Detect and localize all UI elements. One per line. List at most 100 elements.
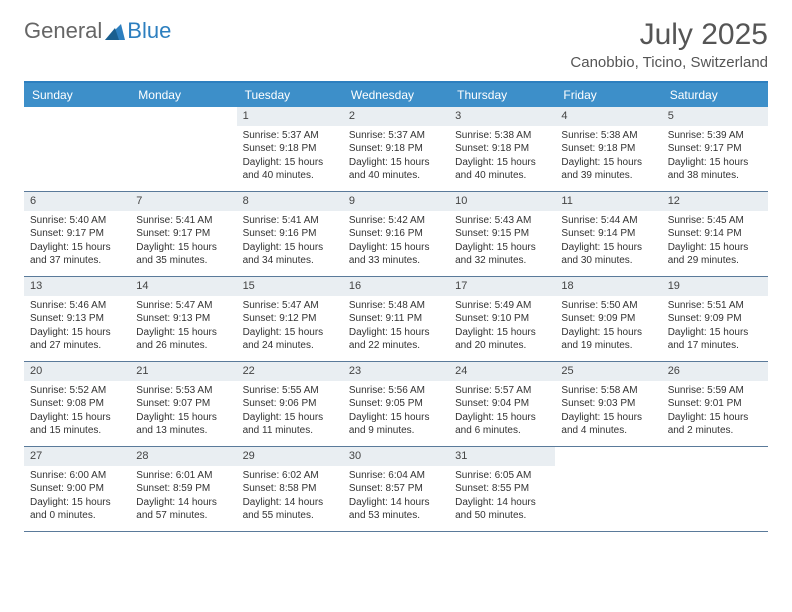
daylight-text: Daylight: 15 hours and 9 minutes.	[349, 411, 443, 438]
day-cell: 13Sunrise: 5:46 AMSunset: 9:13 PMDayligh…	[24, 277, 130, 361]
daylight-text: Daylight: 15 hours and 40 minutes.	[455, 156, 549, 183]
day-number: 1	[237, 107, 343, 126]
sunset-text: Sunset: 9:16 PM	[349, 227, 443, 241]
day-cell: 26Sunrise: 5:59 AMSunset: 9:01 PMDayligh…	[662, 362, 768, 446]
sunset-text: Sunset: 8:59 PM	[136, 482, 230, 496]
sunset-text: Sunset: 9:18 PM	[243, 142, 337, 156]
daylight-text: Daylight: 15 hours and 6 minutes.	[455, 411, 549, 438]
day-cell: 4Sunrise: 5:38 AMSunset: 9:18 PMDaylight…	[555, 107, 661, 191]
day-cell: 7Sunrise: 5:41 AMSunset: 9:17 PMDaylight…	[130, 192, 236, 276]
day-number: 19	[662, 277, 768, 296]
daylight-text: Daylight: 15 hours and 26 minutes.	[136, 326, 230, 353]
weeks-container: 1Sunrise: 5:37 AMSunset: 9:18 PMDaylight…	[24, 107, 768, 532]
sunset-text: Sunset: 9:16 PM	[243, 227, 337, 241]
sunset-text: Sunset: 9:09 PM	[561, 312, 655, 326]
sunrise-text: Sunrise: 5:38 AM	[561, 129, 655, 143]
day-cell: 1Sunrise: 5:37 AMSunset: 9:18 PMDaylight…	[237, 107, 343, 191]
header: General Blue July 2025 Canobbio, Ticino,…	[24, 18, 768, 75]
calendar: Sunday Monday Tuesday Wednesday Thursday…	[24, 81, 768, 532]
day-number: 3	[449, 107, 555, 126]
day-number: 16	[343, 277, 449, 296]
daylight-text: Daylight: 14 hours and 53 minutes.	[349, 496, 443, 523]
sunrise-text: Sunrise: 5:46 AM	[30, 299, 124, 313]
day-number: 29	[237, 447, 343, 466]
day-cell: 19Sunrise: 5:51 AMSunset: 9:09 PMDayligh…	[662, 277, 768, 361]
day-number: 25	[555, 362, 661, 381]
weekday-header: Sunday	[24, 83, 130, 107]
day-number: 31	[449, 447, 555, 466]
daylight-text: Daylight: 15 hours and 4 minutes.	[561, 411, 655, 438]
sunrise-text: Sunrise: 6:02 AM	[243, 469, 337, 483]
sunset-text: Sunset: 9:18 PM	[455, 142, 549, 156]
sunset-text: Sunset: 9:10 PM	[455, 312, 549, 326]
sunset-text: Sunset: 9:06 PM	[243, 397, 337, 411]
day-number: 21	[130, 362, 236, 381]
day-cell: 31Sunrise: 6:05 AMSunset: 8:55 PMDayligh…	[449, 447, 555, 531]
sunrise-text: Sunrise: 5:40 AM	[30, 214, 124, 228]
sunrise-text: Sunrise: 5:57 AM	[455, 384, 549, 398]
daylight-text: Daylight: 15 hours and 13 minutes.	[136, 411, 230, 438]
daylight-text: Daylight: 15 hours and 2 minutes.	[668, 411, 762, 438]
sunset-text: Sunset: 9:09 PM	[668, 312, 762, 326]
day-cell: 21Sunrise: 5:53 AMSunset: 9:07 PMDayligh…	[130, 362, 236, 446]
weekday-header: Tuesday	[237, 83, 343, 107]
sunrise-text: Sunrise: 5:37 AM	[243, 129, 337, 143]
day-cell: 28Sunrise: 6:01 AMSunset: 8:59 PMDayligh…	[130, 447, 236, 531]
day-number: 17	[449, 277, 555, 296]
daylight-text: Daylight: 15 hours and 34 minutes.	[243, 241, 337, 268]
daylight-text: Daylight: 15 hours and 22 minutes.	[349, 326, 443, 353]
daylight-text: Daylight: 15 hours and 35 minutes.	[136, 241, 230, 268]
sunset-text: Sunset: 9:17 PM	[136, 227, 230, 241]
day-cell: 11Sunrise: 5:44 AMSunset: 9:14 PMDayligh…	[555, 192, 661, 276]
sunrise-text: Sunrise: 5:47 AM	[136, 299, 230, 313]
week-row: 20Sunrise: 5:52 AMSunset: 9:08 PMDayligh…	[24, 362, 768, 447]
daylight-text: Daylight: 15 hours and 30 minutes.	[561, 241, 655, 268]
daylight-text: Daylight: 14 hours and 55 minutes.	[243, 496, 337, 523]
weekday-header: Friday	[555, 83, 661, 107]
daylight-text: Daylight: 14 hours and 50 minutes.	[455, 496, 549, 523]
empty-cell	[130, 107, 236, 191]
sunrise-text: Sunrise: 5:48 AM	[349, 299, 443, 313]
sunset-text: Sunset: 8:58 PM	[243, 482, 337, 496]
day-cell: 18Sunrise: 5:50 AMSunset: 9:09 PMDayligh…	[555, 277, 661, 361]
daylight-text: Daylight: 15 hours and 24 minutes.	[243, 326, 337, 353]
week-row: 6Sunrise: 5:40 AMSunset: 9:17 PMDaylight…	[24, 192, 768, 277]
daylight-text: Daylight: 15 hours and 15 minutes.	[30, 411, 124, 438]
page-title: July 2025	[570, 18, 768, 52]
day-cell: 25Sunrise: 5:58 AMSunset: 9:03 PMDayligh…	[555, 362, 661, 446]
day-cell: 17Sunrise: 5:49 AMSunset: 9:10 PMDayligh…	[449, 277, 555, 361]
sunset-text: Sunset: 9:11 PM	[349, 312, 443, 326]
sunrise-text: Sunrise: 5:49 AM	[455, 299, 549, 313]
day-cell: 24Sunrise: 5:57 AMSunset: 9:04 PMDayligh…	[449, 362, 555, 446]
sunset-text: Sunset: 9:15 PM	[455, 227, 549, 241]
day-cell: 8Sunrise: 5:41 AMSunset: 9:16 PMDaylight…	[237, 192, 343, 276]
sunrise-text: Sunrise: 5:42 AM	[349, 214, 443, 228]
daylight-text: Daylight: 15 hours and 19 minutes.	[561, 326, 655, 353]
daylight-text: Daylight: 15 hours and 17 minutes.	[668, 326, 762, 353]
daylight-text: Daylight: 15 hours and 38 minutes.	[668, 156, 762, 183]
logo-triangle-icon	[105, 20, 125, 46]
location-subtitle: Canobbio, Ticino, Switzerland	[570, 54, 768, 71]
day-number: 4	[555, 107, 661, 126]
logo-word1: General	[24, 18, 102, 44]
day-cell: 23Sunrise: 5:56 AMSunset: 9:05 PMDayligh…	[343, 362, 449, 446]
day-number: 28	[130, 447, 236, 466]
sunset-text: Sunset: 9:01 PM	[668, 397, 762, 411]
sunset-text: Sunset: 9:08 PM	[30, 397, 124, 411]
day-cell: 12Sunrise: 5:45 AMSunset: 9:14 PMDayligh…	[662, 192, 768, 276]
day-number: 12	[662, 192, 768, 211]
day-number: 15	[237, 277, 343, 296]
sunrise-text: Sunrise: 5:59 AM	[668, 384, 762, 398]
day-cell: 20Sunrise: 5:52 AMSunset: 9:08 PMDayligh…	[24, 362, 130, 446]
daylight-text: Daylight: 15 hours and 0 minutes.	[30, 496, 124, 523]
sunset-text: Sunset: 9:14 PM	[668, 227, 762, 241]
day-number: 9	[343, 192, 449, 211]
sunrise-text: Sunrise: 5:37 AM	[349, 129, 443, 143]
day-number: 24	[449, 362, 555, 381]
day-number: 23	[343, 362, 449, 381]
weekday-header: Wednesday	[343, 83, 449, 107]
daylight-text: Daylight: 15 hours and 29 minutes.	[668, 241, 762, 268]
day-number: 27	[24, 447, 130, 466]
title-block: July 2025 Canobbio, Ticino, Switzerland	[570, 18, 768, 75]
day-cell: 3Sunrise: 5:38 AMSunset: 9:18 PMDaylight…	[449, 107, 555, 191]
